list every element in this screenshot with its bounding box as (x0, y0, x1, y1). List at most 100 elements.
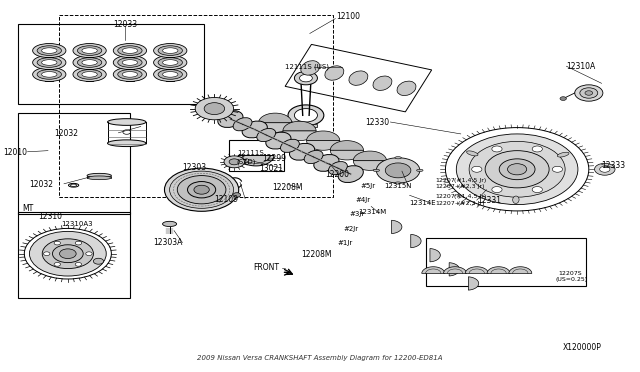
Circle shape (580, 88, 598, 98)
Ellipse shape (42, 71, 57, 77)
Ellipse shape (314, 154, 339, 171)
Circle shape (469, 141, 565, 197)
Circle shape (595, 163, 615, 175)
Polygon shape (307, 141, 340, 150)
Circle shape (170, 171, 234, 208)
Ellipse shape (218, 110, 243, 128)
Ellipse shape (242, 121, 268, 138)
Ellipse shape (77, 70, 102, 79)
Ellipse shape (42, 60, 57, 65)
Text: MT: MT (22, 204, 34, 213)
Polygon shape (487, 267, 510, 273)
Circle shape (294, 71, 317, 85)
Ellipse shape (163, 60, 178, 65)
Circle shape (508, 164, 527, 175)
Text: 12314M: 12314M (358, 209, 387, 215)
Text: (#2,3 Jr): (#2,3 Jr) (458, 201, 484, 206)
Circle shape (188, 182, 216, 198)
Ellipse shape (373, 76, 392, 90)
Text: 12207: 12207 (435, 194, 455, 199)
Circle shape (552, 166, 563, 172)
Text: FRONT: FRONT (253, 263, 279, 272)
Text: 12207: 12207 (435, 178, 455, 183)
Ellipse shape (158, 46, 182, 55)
Circle shape (93, 258, 104, 264)
Text: 12310A: 12310A (566, 62, 596, 71)
Text: 12032: 12032 (29, 180, 52, 189)
Bar (426, 238, 586, 286)
Ellipse shape (373, 169, 380, 171)
Circle shape (385, 163, 411, 178)
Ellipse shape (163, 48, 178, 53)
Circle shape (86, 252, 92, 256)
Ellipse shape (87, 176, 111, 180)
Circle shape (44, 252, 50, 256)
Ellipse shape (87, 173, 111, 178)
Ellipse shape (108, 119, 146, 125)
Text: 12010: 12010 (3, 148, 27, 157)
Circle shape (29, 231, 106, 276)
Circle shape (532, 146, 543, 152)
Text: 12109: 12109 (214, 195, 239, 203)
Circle shape (52, 245, 83, 263)
Bar (229, 140, 284, 171)
Circle shape (75, 263, 81, 266)
Ellipse shape (557, 152, 569, 157)
Polygon shape (238, 155, 274, 166)
Ellipse shape (154, 67, 187, 81)
Text: 12207+A: 12207+A (435, 201, 465, 206)
Polygon shape (330, 141, 364, 150)
Ellipse shape (304, 150, 323, 164)
Ellipse shape (233, 118, 252, 131)
Polygon shape (449, 263, 460, 276)
Text: (#1,4,5 Jr): (#1,4,5 Jr) (454, 178, 486, 183)
Circle shape (42, 239, 93, 269)
Bar (18, 212, 130, 298)
Ellipse shape (122, 60, 138, 65)
Ellipse shape (113, 67, 147, 81)
Ellipse shape (73, 67, 106, 81)
Text: #3Jr: #3Jr (349, 211, 365, 217)
Circle shape (485, 151, 549, 188)
Polygon shape (259, 113, 292, 123)
Circle shape (499, 159, 535, 180)
Circle shape (456, 134, 578, 205)
Ellipse shape (280, 139, 300, 153)
Ellipse shape (108, 140, 146, 147)
Polygon shape (283, 131, 316, 141)
Ellipse shape (77, 58, 102, 67)
Polygon shape (509, 267, 532, 273)
Circle shape (300, 74, 312, 82)
Text: #2Jr: #2Jr (344, 226, 359, 232)
Bar (294, 124, 317, 127)
Ellipse shape (513, 196, 519, 203)
Circle shape (76, 241, 82, 245)
Circle shape (224, 156, 244, 168)
Ellipse shape (33, 67, 66, 81)
Polygon shape (444, 267, 467, 273)
Polygon shape (307, 131, 340, 141)
Text: 12111S: 12111S (237, 150, 264, 155)
Text: #1Jr: #1Jr (338, 240, 353, 246)
Ellipse shape (118, 70, 142, 79)
Circle shape (229, 159, 239, 165)
Ellipse shape (395, 182, 401, 184)
Text: (#1,4,5 Jr): (#1,4,5 Jr) (454, 194, 486, 199)
Ellipse shape (73, 55, 106, 70)
Circle shape (60, 249, 76, 259)
Circle shape (376, 158, 420, 183)
Ellipse shape (113, 44, 147, 58)
Text: 12207+A: 12207+A (435, 184, 465, 189)
Ellipse shape (73, 44, 106, 58)
Text: 12303A: 12303A (154, 238, 183, 247)
Circle shape (204, 103, 225, 115)
Text: 12111S (US): 12111S (US) (285, 64, 329, 70)
Polygon shape (259, 123, 292, 132)
Ellipse shape (397, 81, 416, 96)
Text: X120000P: X120000P (563, 343, 602, 352)
Ellipse shape (82, 71, 97, 77)
Text: (US=0.25): (US=0.25) (556, 277, 588, 282)
Ellipse shape (338, 166, 364, 183)
Bar (18, 113, 130, 214)
Ellipse shape (467, 151, 478, 156)
